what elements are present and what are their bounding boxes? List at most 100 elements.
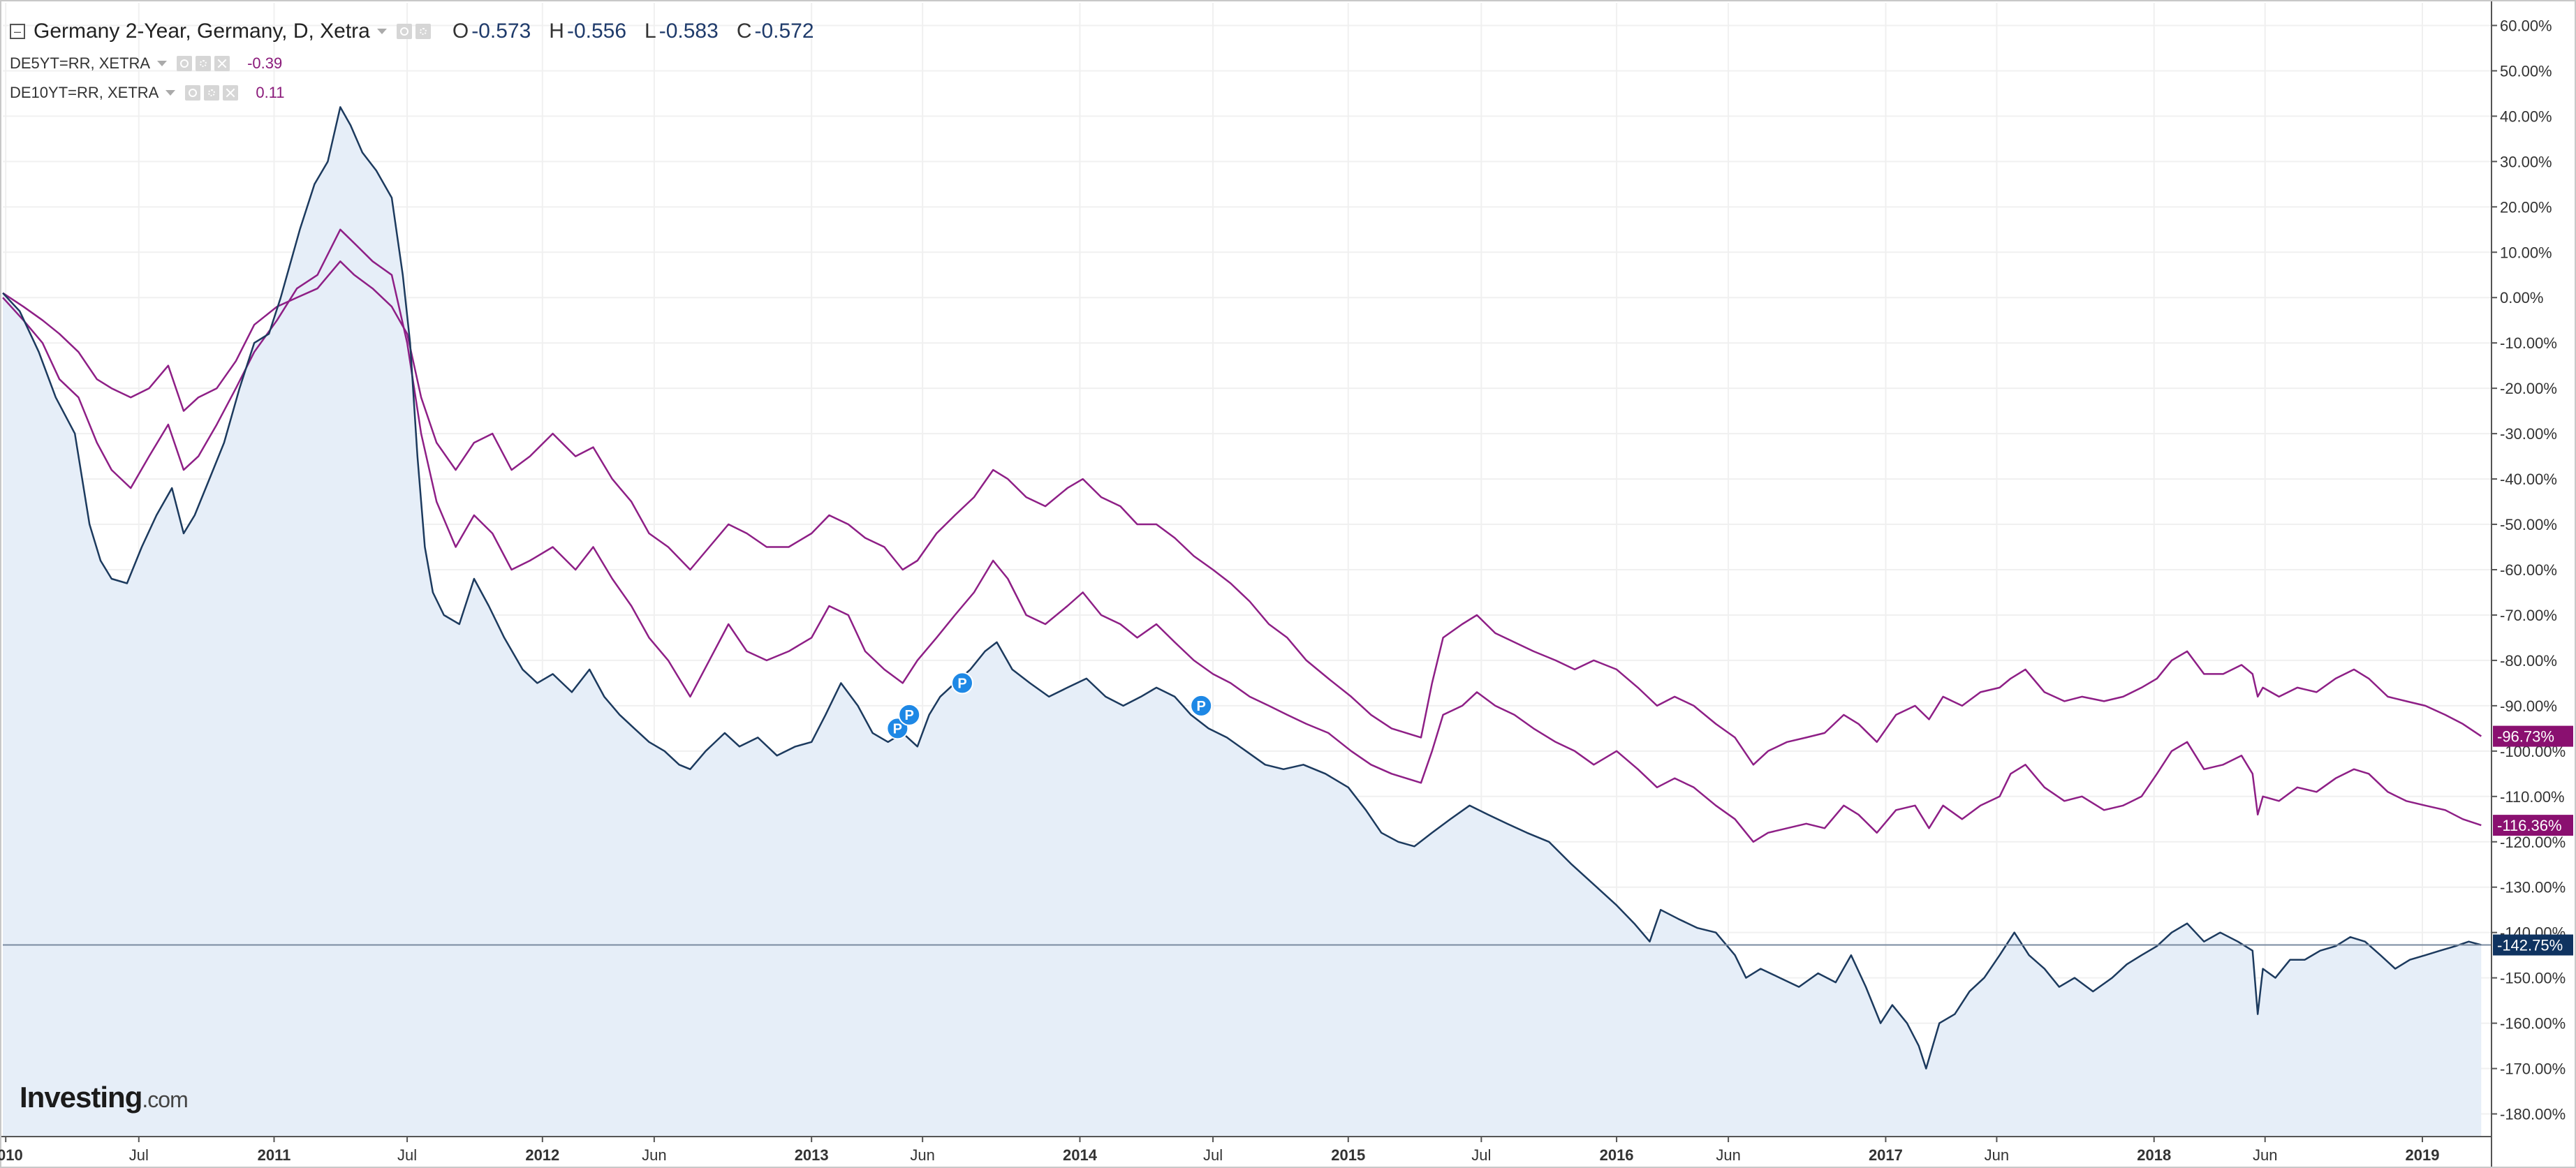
- x-tick-label: 2016: [1600, 1146, 1634, 1164]
- last-value-badge: -142.75%: [2493, 934, 2573, 956]
- y-tick-label: 30.00%: [2500, 153, 2552, 170]
- gear-icon[interactable]: [204, 85, 220, 101]
- last-value-badge-text: -116.36%: [2497, 817, 2562, 834]
- main-series-title: Germany 2-Year, Germany, D, Xetra: [34, 20, 370, 43]
- y-tick-label: -170.00%: [2500, 1060, 2566, 1078]
- event-marker-label: P: [905, 708, 914, 723]
- collapse-legend-icon[interactable]: –: [10, 24, 25, 39]
- logo-suffix: .com: [142, 1087, 188, 1112]
- x-tick-label: Jun: [642, 1146, 666, 1164]
- y-tick-label: -60.00%: [2500, 561, 2557, 579]
- x-tick-label: 2011: [258, 1146, 291, 1164]
- x-tick-label: Jun: [1985, 1146, 2009, 1164]
- event-marker-dot: [898, 703, 921, 726]
- y-tick-label: -50.00%: [2500, 516, 2557, 533]
- gear-icon[interactable]: [196, 56, 212, 71]
- compare-series-line-2: [2, 260, 2482, 766]
- legend: – Germany 2-Year, Germany, D, Xetra O -0…: [10, 14, 814, 108]
- x-tick-label: 2014: [1063, 1146, 1098, 1164]
- y-tick-label: -110.00%: [2500, 788, 2565, 806]
- chevron-down-icon[interactable]: [157, 61, 168, 66]
- eye-icon[interactable]: [396, 24, 412, 39]
- y-tick-label: -90.00%: [2500, 697, 2557, 715]
- last-value-badge-bg: [2493, 815, 2573, 836]
- ohlc-open-value: -0.573: [471, 20, 531, 43]
- last-value-badge-text: -96.73%: [2497, 728, 2554, 746]
- y-tick-label: 10.00%: [2500, 244, 2552, 261]
- x-tick-label: 2019: [2406, 1146, 2440, 1164]
- y-tick-label: 40.00%: [2500, 108, 2552, 125]
- legend-main-row: – Germany 2-Year, Germany, D, Xetra O -0…: [10, 14, 814, 49]
- ohlc-low-key: L: [645, 20, 656, 43]
- event-marker: P: [951, 672, 974, 695]
- x-tick-label: 2010: [0, 1146, 23, 1164]
- close-icon[interactable]: [214, 56, 230, 71]
- gear-icon[interactable]: [415, 24, 431, 39]
- close-icon[interactable]: [223, 85, 239, 101]
- event-marker: P: [1190, 694, 1213, 717]
- x-tick-label: 2017: [1869, 1146, 1903, 1164]
- y-tick-label: -120.00%: [2500, 834, 2566, 851]
- event-marker-label: P: [1197, 699, 1206, 714]
- x-tick-label: 2012: [525, 1146, 559, 1164]
- x-tick-label: Jun: [1716, 1146, 1740, 1164]
- x-tick-label: Jul: [397, 1146, 417, 1164]
- y-tick-label: -130.00%: [2500, 879, 2566, 896]
- eye-icon[interactable]: [177, 56, 193, 71]
- y-tick-label: 50.00%: [2500, 62, 2552, 80]
- ohlc-close-value: -0.572: [754, 20, 814, 43]
- last-value-badge: -116.36%: [2493, 815, 2573, 836]
- last-value-badge-bg: [2493, 725, 2573, 747]
- last-value-badge-bg: [2493, 934, 2573, 956]
- compare-series-line-1: [2, 228, 2482, 843]
- investing-logo: Investing.com: [20, 1081, 189, 1114]
- series2-name: DE10YT=RR, XETRA: [10, 84, 159, 101]
- event-marker-dot: [1190, 694, 1213, 717]
- ohlc-low-value: -0.583: [658, 20, 719, 43]
- event-marker: P: [898, 703, 921, 726]
- event-marker-dot: [951, 672, 974, 695]
- chevron-down-icon[interactable]: [376, 29, 387, 34]
- main-series-area: [3, 107, 2482, 1137]
- x-tick-label: 2015: [1331, 1146, 1365, 1164]
- y-tick-label: -180.00%: [2500, 1106, 2566, 1123]
- y-tick-label: -10.00%: [2500, 334, 2557, 352]
- x-tick-label: Jul: [1203, 1146, 1223, 1164]
- logo-main: Investing: [20, 1081, 142, 1114]
- x-tick-label: Jun: [910, 1146, 934, 1164]
- legend-series1-row: DE5YT=RR, XETRA -0.39: [10, 49, 814, 78]
- y-tick-label: 20.00%: [2500, 198, 2552, 216]
- eye-icon[interactable]: [185, 85, 201, 101]
- x-tick-label: Jul: [129, 1146, 149, 1164]
- ohlc-high-value: -0.556: [566, 20, 627, 43]
- ohlc-high-key: H: [549, 20, 564, 43]
- last-value-badge-text: -142.75%: [2497, 937, 2563, 954]
- series2-value: 0.11: [256, 84, 285, 101]
- y-tick-label: -150.00%: [2500, 970, 2566, 987]
- x-tick-label: 2013: [795, 1146, 829, 1164]
- event-marker-label: P: [893, 721, 902, 737]
- y-tick-label: -80.00%: [2500, 652, 2557, 670]
- last-value-badge: -96.73%: [2493, 725, 2573, 747]
- chevron-down-icon[interactable]: [165, 90, 176, 96]
- y-tick-label: 0.00%: [2500, 289, 2543, 306]
- series1-value: -0.39: [247, 54, 283, 72]
- y-tick-label: -30.00%: [2500, 425, 2557, 443]
- y-tick-label: -160.00%: [2500, 1015, 2566, 1033]
- main-series-line: [2, 106, 2482, 1070]
- y-tick-label: -70.00%: [2500, 607, 2557, 624]
- event-marker-label: P: [957, 676, 966, 691]
- series1-name: DE5YT=RR, XETRA: [10, 54, 151, 72]
- y-tick-label: -40.00%: [2500, 471, 2557, 488]
- y-tick-label: -20.00%: [2500, 380, 2557, 397]
- legend-series2-row: DE10YT=RR, XETRA 0.11: [10, 78, 814, 108]
- ohlc-close-key: C: [736, 20, 752, 43]
- y-tick-label: 60.00%: [2500, 17, 2552, 34]
- ohlc-open-key: O: [452, 20, 469, 43]
- x-tick-label: 2018: [2137, 1146, 2171, 1164]
- x-tick-label: Jul: [1471, 1146, 1491, 1164]
- x-tick-label: Jun: [2253, 1146, 2277, 1164]
